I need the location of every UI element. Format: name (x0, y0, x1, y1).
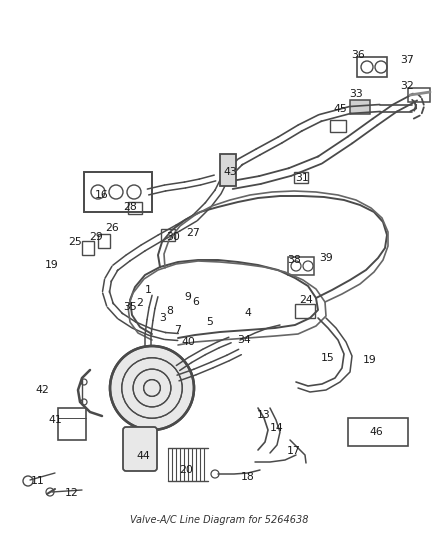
Text: 16: 16 (95, 190, 109, 200)
Bar (294, 172, 308, 183)
Text: 40: 40 (181, 337, 195, 347)
Text: 15: 15 (321, 353, 335, 363)
Text: 33: 33 (349, 89, 363, 99)
Text: 8: 8 (166, 306, 173, 316)
Text: 25: 25 (68, 237, 82, 247)
Text: 3: 3 (159, 313, 166, 323)
Text: 11: 11 (31, 476, 45, 486)
Bar (348, 418, 408, 446)
Text: 44: 44 (136, 451, 150, 461)
Text: 37: 37 (400, 55, 414, 65)
Text: 39: 39 (319, 253, 333, 263)
Text: 7: 7 (175, 325, 181, 335)
Text: 28: 28 (123, 202, 137, 212)
Text: 35: 35 (123, 302, 137, 312)
Bar (98, 234, 110, 248)
Bar (330, 120, 346, 132)
Text: 36: 36 (351, 50, 365, 60)
Text: 26: 26 (105, 223, 119, 233)
Text: 20: 20 (179, 465, 193, 475)
Bar (295, 304, 315, 318)
Text: 13: 13 (257, 410, 271, 420)
Bar (357, 57, 387, 77)
Text: 29: 29 (89, 232, 103, 242)
Text: 18: 18 (241, 472, 255, 482)
Text: 41: 41 (48, 415, 62, 425)
Text: 1: 1 (145, 285, 152, 295)
Bar (128, 202, 142, 214)
Text: 45: 45 (333, 104, 347, 114)
Bar (82, 241, 94, 255)
Text: 17: 17 (287, 446, 301, 456)
Bar (288, 257, 314, 275)
Bar (350, 100, 370, 114)
Bar (58, 408, 86, 440)
Bar (84, 172, 152, 212)
Text: 43: 43 (223, 167, 237, 177)
Text: 31: 31 (295, 173, 309, 183)
Text: Valve-A/C Line Diagram for 5264638: Valve-A/C Line Diagram for 5264638 (130, 515, 308, 525)
Text: 32: 32 (400, 81, 414, 91)
Text: 42: 42 (35, 385, 49, 395)
Text: 19: 19 (45, 260, 59, 270)
Bar (161, 229, 175, 241)
Text: 27: 27 (186, 228, 200, 238)
Text: 12: 12 (65, 488, 79, 498)
Bar (408, 88, 430, 102)
Text: 19: 19 (363, 355, 377, 365)
Text: 24: 24 (299, 295, 313, 305)
Text: 6: 6 (193, 297, 199, 307)
Text: 2: 2 (137, 298, 143, 308)
FancyBboxPatch shape (123, 427, 157, 471)
Text: 9: 9 (184, 292, 191, 302)
Text: 14: 14 (270, 423, 284, 433)
Text: 34: 34 (237, 335, 251, 345)
Text: 5: 5 (207, 317, 213, 327)
Text: 4: 4 (244, 308, 251, 318)
Text: 38: 38 (287, 255, 301, 265)
Text: 30: 30 (166, 232, 180, 242)
Text: 46: 46 (369, 427, 383, 437)
Circle shape (110, 346, 194, 430)
Bar (220, 154, 236, 186)
